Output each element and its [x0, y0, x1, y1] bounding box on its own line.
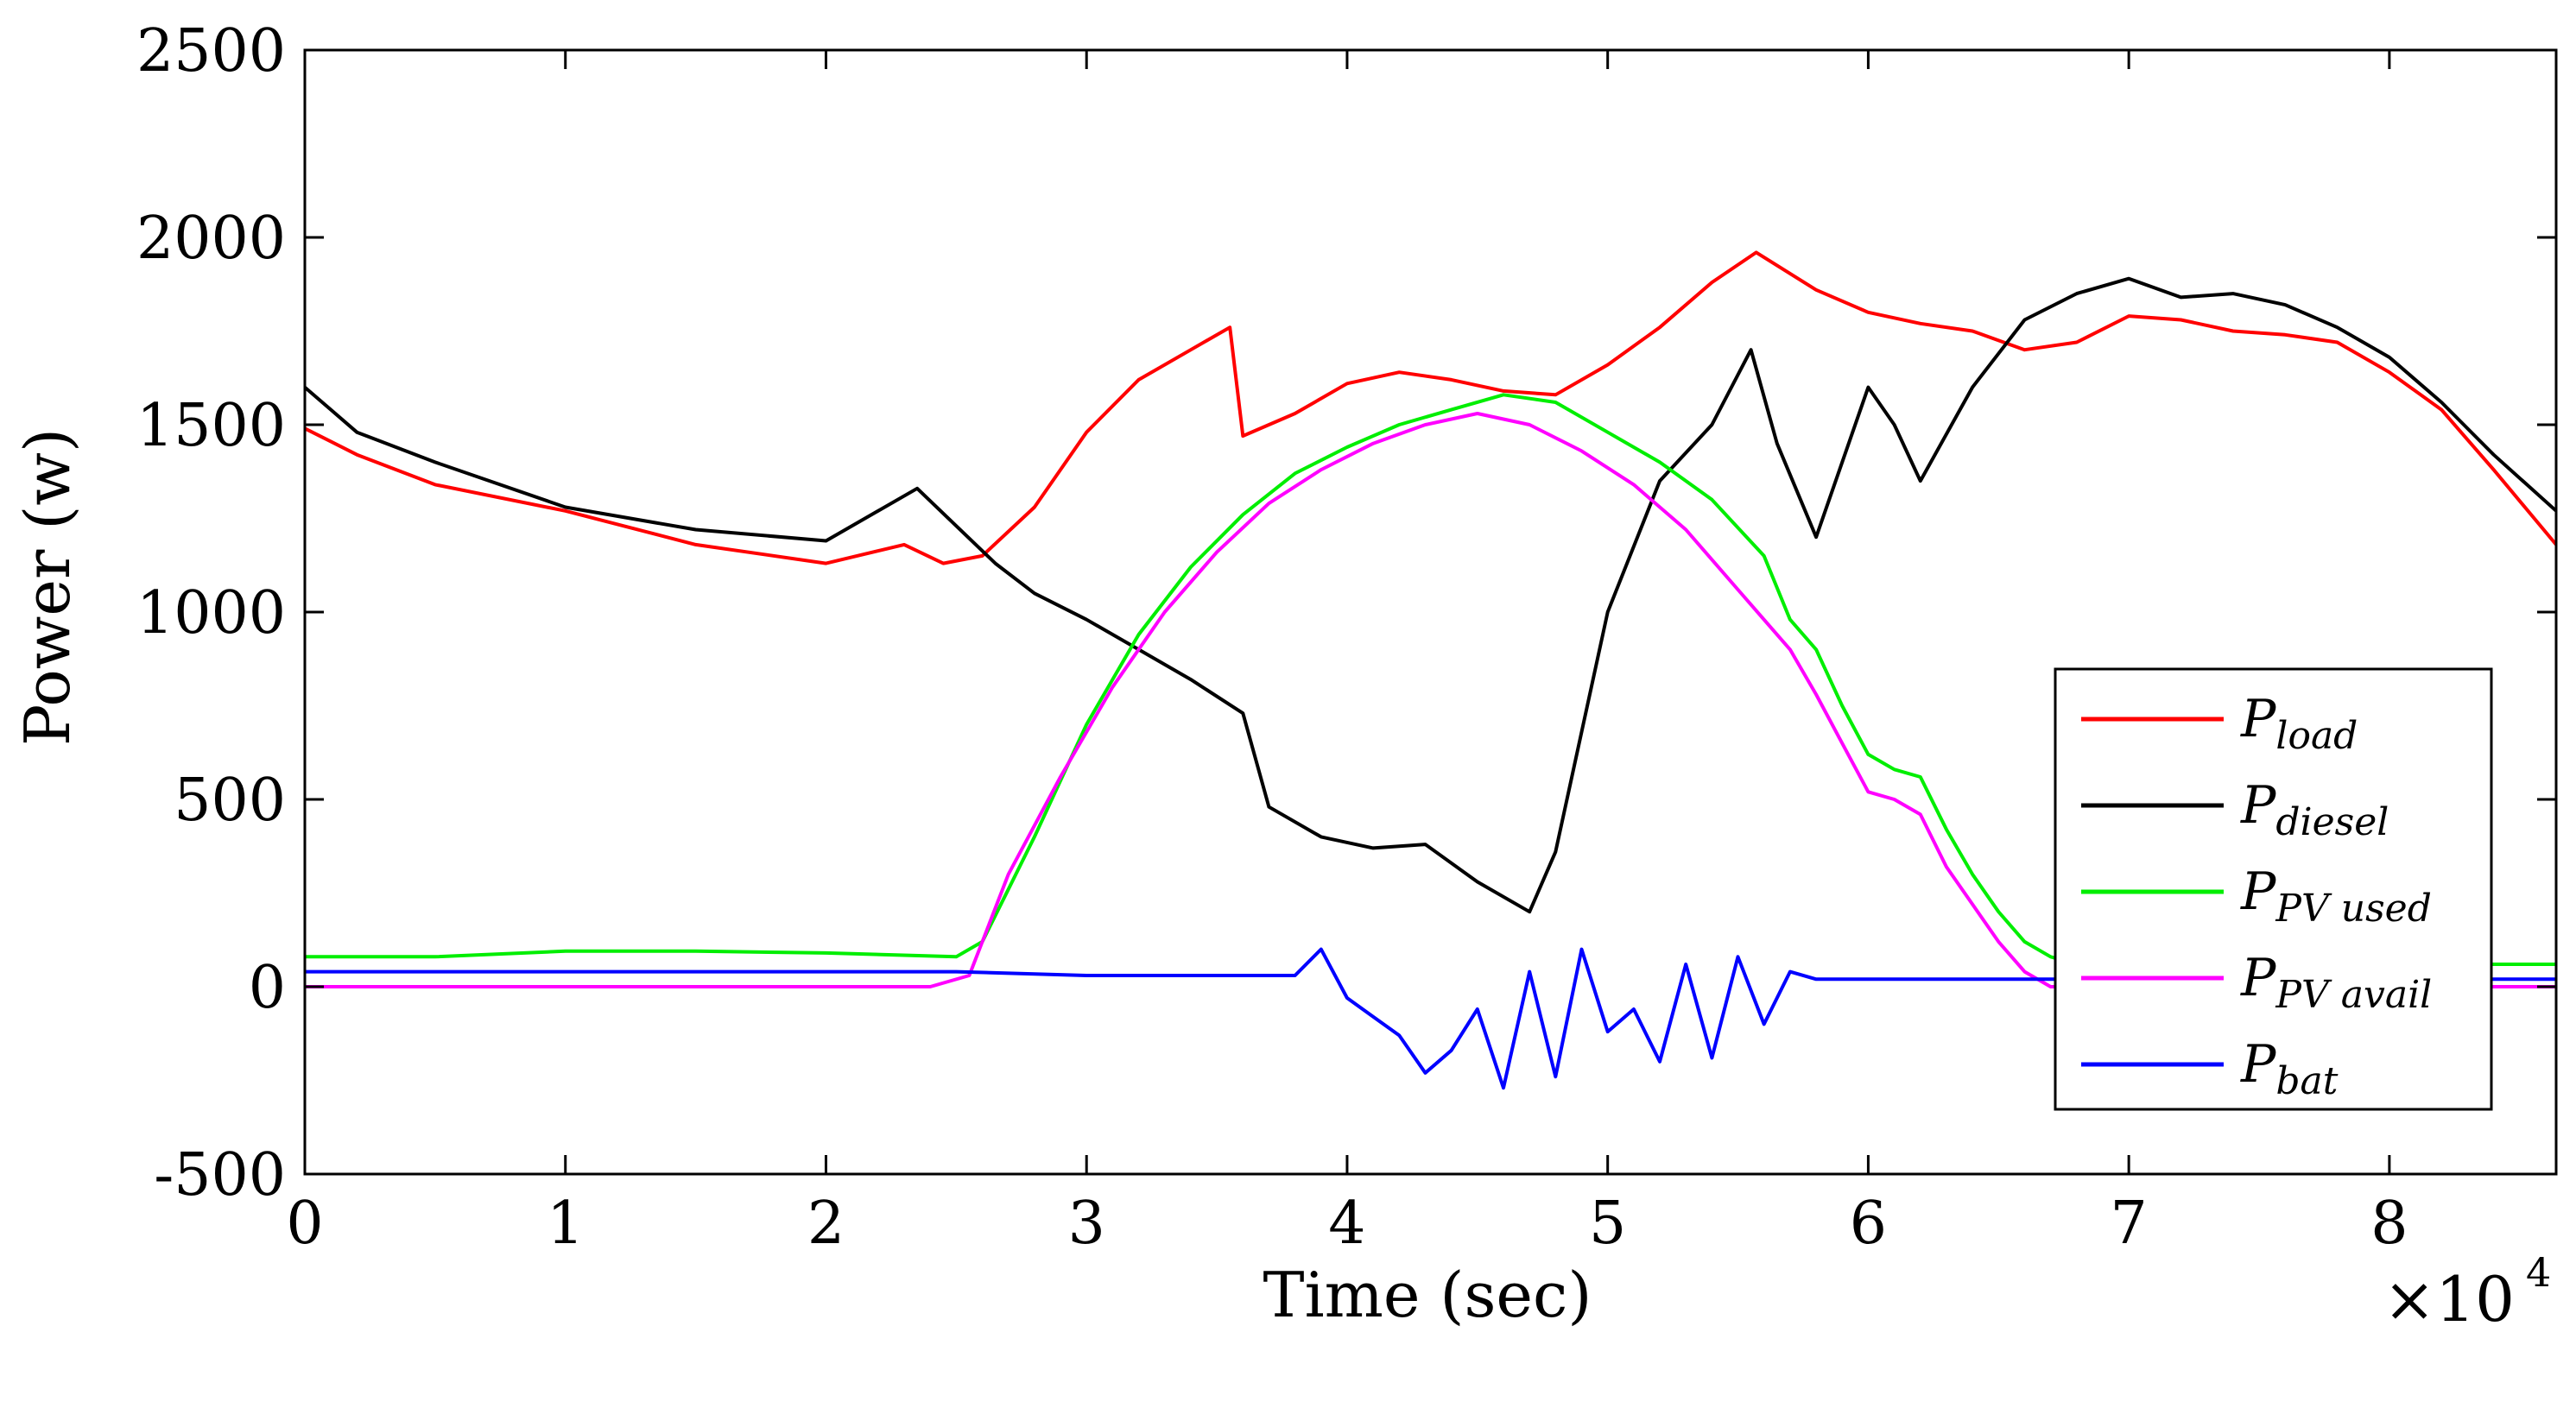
series-line-diesel	[303, 276, 2558, 914]
series-line-pv-used	[305, 393, 2556, 966]
x-tick-label: 8	[2370, 1190, 2408, 1258]
legend-label: Pdiesel	[2240, 775, 2389, 844]
y-tick-label: 2000	[136, 205, 286, 273]
x-tick-label: 2	[807, 1190, 845, 1258]
x-axis-title: Time (sec)	[1263, 1259, 1592, 1331]
x-exponent: ×10 4	[2383, 1249, 2551, 1335]
y-tick-label: 1500	[136, 392, 286, 460]
legend-label: Pbat	[2240, 1034, 2339, 1103]
y-tick-label: 2500	[136, 17, 286, 85]
legend-label: PPV avail	[2240, 948, 2432, 1017]
series-line-pv-avail	[305, 412, 2556, 988]
y-axis-title: Power (w)	[11, 428, 84, 746]
y-tick-label: 1000	[136, 579, 286, 647]
x-tick-label: 3	[1068, 1190, 1105, 1258]
legend-label: Pload	[2240, 689, 2358, 758]
y-tick-label: 0	[249, 954, 286, 1022]
x-exponent-base: ×10	[2383, 1263, 2515, 1335]
series-line-load	[304, 250, 2558, 565]
series-layer	[303, 250, 2558, 1090]
x-tick-label: 6	[1850, 1190, 1887, 1258]
x-tick-label: 4	[1328, 1190, 1365, 1258]
legend: Pload Pdiesel PPV used PPV avail Pbat	[2054, 667, 2493, 1111]
y-tick-label: 500	[174, 767, 286, 835]
legend-box	[2054, 667, 2493, 1111]
x-tick-label: 7	[2111, 1190, 2148, 1258]
legend-label: PPV used	[2240, 862, 2432, 931]
x-tick-label: 1	[547, 1190, 584, 1258]
x-tick-label: 5	[1589, 1190, 1626, 1258]
y-tick-label: -500	[154, 1141, 286, 1209]
series-line-bat	[305, 947, 2556, 1090]
x-tick-label: 0	[286, 1190, 323, 1258]
x-exponent-power: 4	[2526, 1249, 2551, 1296]
